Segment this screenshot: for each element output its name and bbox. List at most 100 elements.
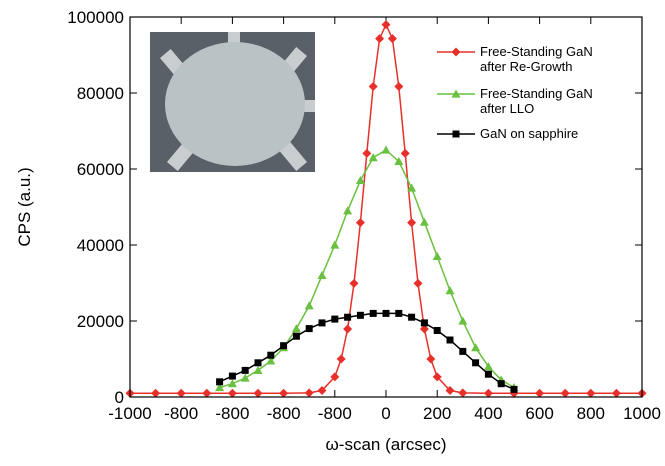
data-point [586, 388, 596, 398]
data-point [202, 388, 212, 398]
data-point [368, 82, 378, 92]
x-tick-label: 0 [381, 404, 390, 423]
data-point [280, 342, 288, 350]
data-point [267, 351, 275, 359]
data-point [254, 359, 262, 367]
data-point [432, 251, 442, 260]
data-point [176, 388, 186, 398]
data-point [387, 34, 397, 44]
wafer [159, 32, 315, 171]
legend-label: GaN on sapphire [480, 126, 579, 141]
y-tick-label: 80000 [77, 84, 124, 103]
data-point [343, 324, 353, 334]
x-tick-label: 800 [577, 404, 605, 423]
series-line [219, 312, 515, 391]
data-point [241, 366, 249, 374]
x-tick-label: 600 [525, 404, 553, 423]
data-point [497, 380, 505, 388]
plot-frame [129, 16, 643, 398]
data-point [227, 379, 237, 388]
data-point [375, 34, 385, 44]
data-point [215, 383, 225, 392]
data-point [382, 309, 390, 317]
data-point [330, 240, 340, 249]
data-point [483, 388, 493, 398]
data-point [381, 20, 391, 30]
data-point [446, 336, 454, 344]
data-point [407, 183, 417, 192]
data-point [305, 325, 313, 333]
y-tick-label: 0 [115, 388, 124, 407]
data-point [336, 354, 346, 364]
legend-marker [451, 47, 461, 57]
data-point [228, 372, 236, 380]
data-point [419, 324, 429, 334]
data-point [355, 218, 365, 228]
data-point [317, 270, 327, 279]
data-point [408, 313, 416, 321]
x-tick-label: 400 [474, 404, 502, 423]
data-point [381, 145, 391, 154]
series-line [219, 149, 515, 389]
data-point [356, 311, 364, 319]
data-point [253, 365, 263, 374]
x-tick-label: -1000 [108, 404, 151, 423]
data-point [433, 327, 441, 334]
data-point [472, 359, 480, 367]
data-point [331, 315, 339, 323]
data-point [317, 386, 327, 396]
data-point [413, 278, 423, 288]
data-point [355, 175, 365, 184]
data-point [330, 372, 340, 382]
x-tick-label: -800 [267, 404, 301, 423]
data-point [407, 218, 417, 228]
data-point [227, 388, 237, 398]
legend-label: Free-Standing GaN after Re-Growth [480, 44, 593, 74]
data-point [426, 354, 436, 364]
data-point [471, 343, 481, 352]
data-point [458, 388, 468, 398]
data-point [611, 388, 621, 398]
data-point [420, 319, 428, 327]
legend-marker [452, 130, 460, 138]
data-point [291, 324, 301, 333]
data-point [304, 301, 314, 310]
data-point [253, 388, 263, 398]
data-point [216, 378, 224, 386]
data-point [318, 319, 326, 327]
data-point [279, 388, 289, 398]
data-point [419, 217, 429, 226]
data-point [484, 370, 492, 378]
x-tick-label: -800 [215, 404, 249, 423]
x-tick-label: -800 [318, 404, 352, 423]
data-point [292, 332, 300, 340]
data-point [560, 388, 570, 398]
data-point [369, 309, 377, 317]
data-point [240, 373, 250, 382]
data-point [535, 388, 545, 398]
x-axis-label: ω-scan (arcsec) [326, 435, 447, 454]
data-point [432, 372, 442, 382]
y-axis-label: CPS (a.u.) [15, 167, 34, 246]
y-tick-label: 60000 [77, 160, 124, 179]
data-point [400, 148, 410, 158]
data-point [151, 388, 161, 398]
y-tick-label: 20000 [77, 312, 124, 331]
data-point [445, 386, 455, 396]
y-tick-label: 40000 [77, 236, 124, 255]
data-point [458, 316, 468, 325]
data-point [394, 82, 404, 92]
data-point [368, 153, 378, 162]
data-point [459, 347, 467, 355]
data-point [304, 388, 314, 398]
data-point [349, 278, 359, 288]
data-point [394, 156, 404, 165]
data-point [343, 206, 353, 215]
x-tick-label: 1000 [623, 404, 661, 423]
data-point [510, 385, 518, 393]
data-point [395, 309, 403, 317]
data-point [362, 148, 372, 158]
x-tick-label: 200 [423, 404, 451, 423]
